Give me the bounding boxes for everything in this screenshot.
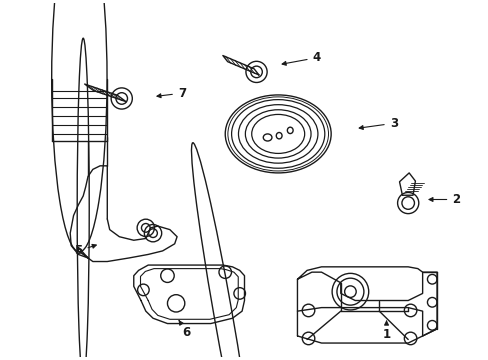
Text: 3: 3 xyxy=(359,117,397,130)
Text: 4: 4 xyxy=(282,51,320,65)
Text: 1: 1 xyxy=(382,321,390,341)
Text: 6: 6 xyxy=(179,321,190,339)
Text: 5: 5 xyxy=(74,244,96,257)
Text: 2: 2 xyxy=(428,193,460,206)
Text: 7: 7 xyxy=(157,87,185,100)
